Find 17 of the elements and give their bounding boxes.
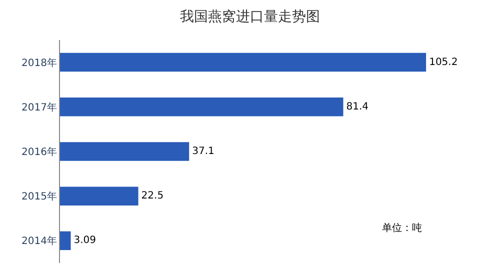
- bar: [60, 142, 190, 161]
- y-tick-label: 2018年: [22, 56, 57, 69]
- data-label: 105.2: [429, 56, 458, 68]
- bar: [60, 186, 138, 206]
- data-label: 3.09: [74, 235, 96, 246]
- y-tick-label: 2015年: [22, 190, 57, 203]
- data-label: 22.5: [141, 190, 164, 202]
- chart-title: 我国燕窝进口量走势图: [180, 8, 320, 25]
- data-label: 81.4: [346, 101, 369, 112]
- y-tick-label: 2014年: [22, 235, 57, 248]
- data-label: 37.1: [192, 146, 214, 157]
- bar: [60, 231, 71, 250]
- bar: [60, 98, 344, 116]
- annotation: 单位：吨: [382, 222, 422, 234]
- bar: [60, 52, 426, 72]
- y-tick-label: 2017年: [22, 101, 57, 114]
- y-tick-label: 2016年: [22, 146, 57, 158]
